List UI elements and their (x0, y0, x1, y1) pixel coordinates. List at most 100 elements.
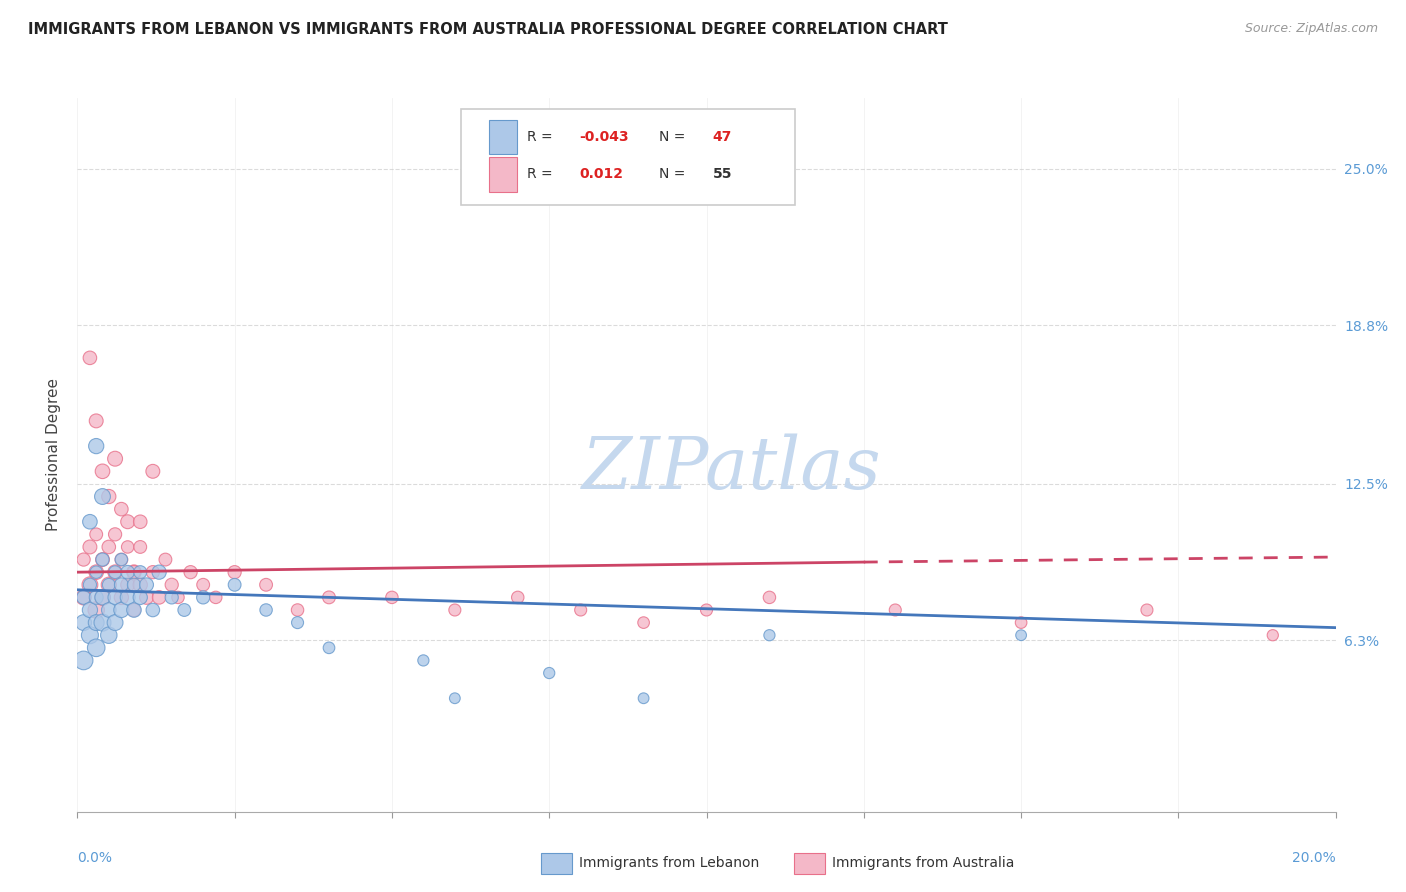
Point (444, 603, 467, 617)
Point (79, 351, 101, 365)
Point (160, 591, 183, 605)
Point (110, 502, 132, 516)
Point (148, 591, 170, 605)
Point (1261, 628, 1284, 642)
Point (191, 578, 215, 592)
Point (91, 552, 114, 566)
Point (117, 515, 139, 529)
Point (97, 603, 120, 617)
Point (135, 578, 157, 592)
Point (254, 603, 277, 617)
Point (84, 439, 107, 453)
Text: 47: 47 (713, 130, 733, 145)
Point (84, 640, 107, 655)
Point (110, 591, 132, 605)
Point (110, 552, 132, 566)
Text: Immigrants from Lebanon: Immigrants from Lebanon (579, 856, 759, 871)
Text: N =: N = (658, 168, 689, 181)
Point (538, 666, 561, 681)
Point (91, 552, 114, 566)
Point (91, 615, 114, 630)
Point (254, 578, 277, 592)
Point (204, 591, 226, 605)
Point (412, 653, 434, 667)
Point (91, 464, 114, 478)
Point (84, 615, 107, 630)
Point (1010, 615, 1032, 630)
Point (97, 578, 120, 592)
Point (79, 578, 101, 592)
Point (287, 615, 309, 630)
Point (758, 591, 780, 605)
Point (122, 603, 145, 617)
Point (129, 591, 152, 605)
Point (84, 527, 107, 541)
Point (104, 565, 127, 579)
Point (110, 552, 132, 566)
Point (142, 565, 165, 579)
Point (122, 603, 145, 617)
Point (135, 591, 157, 605)
Text: 0.0%: 0.0% (77, 851, 112, 865)
Point (142, 603, 165, 617)
Point (104, 565, 127, 579)
Point (72, 615, 94, 630)
Point (129, 565, 152, 579)
Point (884, 603, 907, 617)
Point (97, 490, 120, 504)
Point (122, 565, 145, 579)
Y-axis label: Professional Degree: Professional Degree (46, 378, 62, 532)
Point (318, 591, 340, 605)
Point (444, 691, 467, 706)
FancyBboxPatch shape (489, 157, 516, 192)
Point (104, 527, 127, 541)
Text: IMMIGRANTS FROM LEBANON VS IMMIGRANTS FROM AUSTRALIA PROFESSIONAL DEGREE CORRELA: IMMIGRANTS FROM LEBANON VS IMMIGRANTS FR… (28, 22, 948, 37)
Text: 55: 55 (713, 168, 733, 181)
Point (91, 591, 114, 605)
Point (97, 578, 120, 592)
Point (104, 451, 127, 466)
Point (84, 591, 107, 605)
Point (318, 640, 340, 655)
Point (122, 565, 145, 579)
Point (117, 565, 139, 579)
Point (84, 565, 107, 579)
Point (117, 578, 139, 592)
Point (142, 464, 165, 478)
Point (97, 540, 120, 554)
Point (155, 552, 177, 566)
Point (84, 414, 107, 428)
FancyBboxPatch shape (489, 120, 516, 154)
Text: Immigrants from Australia: Immigrants from Australia (832, 856, 1015, 871)
Point (148, 565, 170, 579)
Point (129, 578, 152, 592)
Point (72, 591, 94, 605)
Point (129, 540, 152, 554)
Point (79, 578, 101, 592)
Point (117, 591, 139, 605)
Point (287, 603, 309, 617)
Point (1136, 603, 1159, 617)
Point (506, 591, 529, 605)
Text: -0.043: -0.043 (579, 130, 628, 145)
Point (167, 591, 190, 605)
Point (122, 578, 145, 592)
Point (569, 603, 592, 617)
Point (91, 490, 114, 504)
Point (180, 565, 202, 579)
Point (72, 653, 94, 667)
Point (104, 591, 127, 605)
Point (97, 628, 120, 642)
Point (79, 540, 101, 554)
Point (110, 578, 132, 592)
Point (110, 603, 132, 617)
Point (633, 691, 655, 706)
Text: 20.0%: 20.0% (1292, 851, 1336, 865)
FancyBboxPatch shape (461, 109, 794, 205)
Point (79, 603, 101, 617)
Point (129, 515, 152, 529)
Point (1010, 628, 1032, 642)
Text: 0.012: 0.012 (579, 168, 623, 181)
Point (104, 615, 127, 630)
Text: R =: R = (527, 130, 557, 145)
